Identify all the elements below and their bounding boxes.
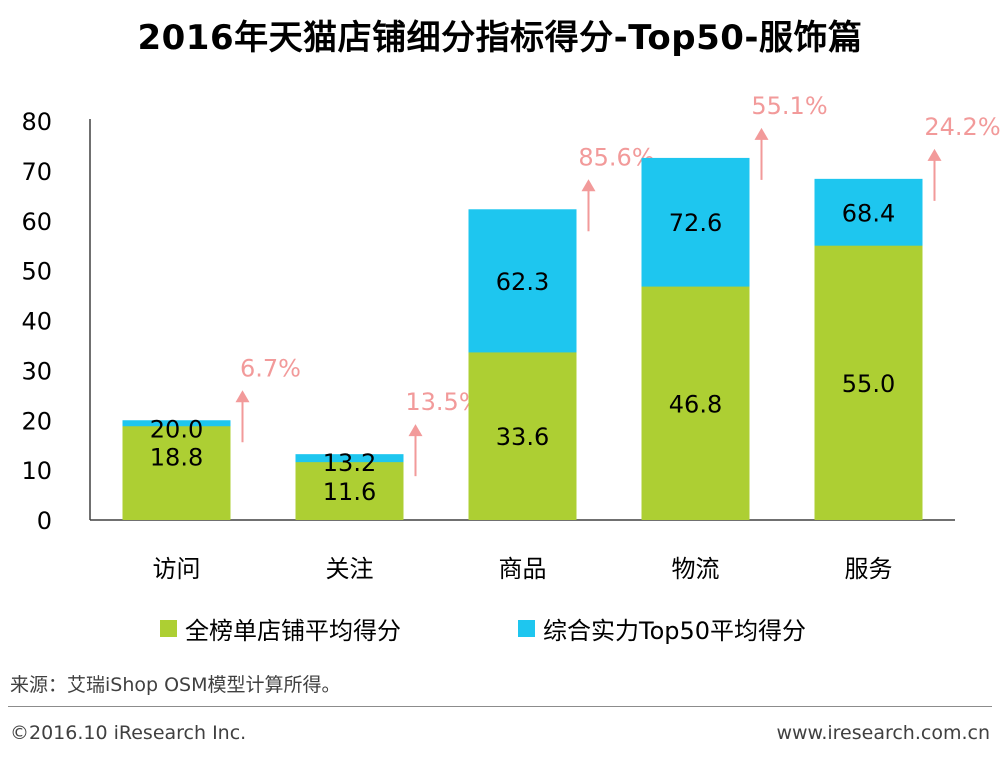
x-category-label: 关注 (326, 555, 374, 583)
legend-swatch-blue (518, 619, 535, 637)
data-label-top50: 62.3 (496, 268, 549, 296)
x-category-label: 服务 (845, 555, 893, 583)
data-label-top50: 72.6 (669, 209, 722, 237)
copyright: ©2016.10 iResearch Inc. (10, 722, 247, 744)
bar-all-stores (468, 352, 577, 520)
source-note: 来源：艾瑞iShop OSM模型计算所得。 (10, 674, 341, 696)
bar-all-stores (641, 286, 750, 520)
footer-divider (8, 706, 992, 707)
data-label-all-stores: 55.0 (842, 370, 895, 398)
data-label-all-stores: 46.8 (669, 390, 722, 418)
data-label-all-stores: 11.6 (323, 478, 376, 506)
data-label-top50: 20.0 (150, 415, 203, 443)
y-tick-label: 10 (21, 457, 52, 485)
y-tick-label: 30 (21, 357, 52, 385)
growth-label: 55.1% (751, 92, 827, 120)
legend-label-top50: 综合实力Top50平均得分 (543, 616, 807, 645)
legend-swatch-green (160, 619, 177, 637)
legend-item-all-stores: 全榜单店铺平均得分 (160, 612, 401, 645)
chart-title: 2016年天猫店铺细分指标得分-Top50-服饰篇 (137, 18, 863, 58)
growth-label: 6.7% (240, 354, 301, 382)
y-tick-label: 60 (21, 208, 52, 236)
data-label-all-stores: 18.8 (150, 443, 203, 471)
y-tick-label: 40 (21, 308, 52, 336)
growth-arrow-head (408, 424, 423, 437)
growth-arrow-head (581, 179, 596, 192)
growth-arrow-head (235, 390, 250, 403)
y-tick-label: 80 (21, 108, 52, 136)
bar-chart: 0102030405060708020.018.86.7%访问13.211.61… (21, 92, 1000, 583)
x-category-label: 物流 (672, 555, 720, 583)
x-category-label: 访问 (153, 555, 201, 583)
x-category-label: 商品 (499, 555, 547, 583)
y-tick-label: 70 (21, 158, 52, 186)
legend-label-all-stores: 全榜单店铺平均得分 (185, 616, 401, 645)
growth-arrow-head (754, 127, 769, 140)
bar-all-stores (122, 426, 231, 520)
growth-label: 24.2% (924, 113, 1000, 141)
bar-all-stores (814, 245, 923, 520)
y-tick-label: 20 (21, 407, 52, 435)
data-label-top50: 13.2 (323, 449, 376, 477)
website-url: www.iresearch.com.cn (776, 722, 990, 744)
data-label-top50: 68.4 (842, 199, 895, 227)
y-tick-label: 50 (21, 258, 52, 286)
data-label-all-stores: 33.6 (496, 423, 549, 451)
legend-item-top50: 综合实力Top50平均得分 (518, 612, 807, 645)
y-tick-label: 0 (37, 507, 52, 535)
growth-arrow-head (927, 148, 942, 161)
bar-all-stores (295, 462, 404, 520)
